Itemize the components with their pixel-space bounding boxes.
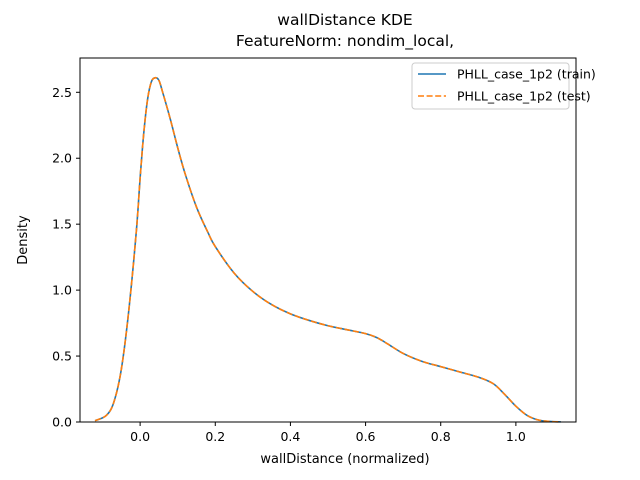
y-tick-label: 2.0 <box>52 151 72 166</box>
y-tick-label: 2.5 <box>52 85 72 100</box>
y-tick-label: 0.0 <box>52 415 72 430</box>
x-axis-label: wallDistance (normalized) <box>260 452 429 467</box>
y-tick-label: 1.0 <box>52 283 72 298</box>
legend-label-train: PHLL_case_1p2 (train) <box>457 67 596 82</box>
x-tick-label: 0.0 <box>130 429 150 444</box>
x-tick-label: 0.8 <box>431 429 451 444</box>
y-tick-label: 1.5 <box>52 217 72 232</box>
x-tick-label: 0.2 <box>205 429 225 444</box>
legend: PHLL_case_1p2 (train) PHLL_case_1p2 (tes… <box>411 62 596 110</box>
x-tick-label: 0.4 <box>280 429 300 444</box>
chart-title: wallDistance KDE <box>277 11 412 29</box>
y-axis-label: Density <box>16 215 31 265</box>
series-line-test <box>94 76 561 423</box>
series-layer <box>94 76 561 423</box>
chart-subtitle: FeatureNorm: nondim_local, <box>236 32 454 51</box>
plot-frame <box>79 57 577 423</box>
plot-background <box>80 58 576 422</box>
y-tick-label: 0.5 <box>52 349 72 364</box>
ticks-layer: 0.0 0.2 0.4 0.6 0.8 1.0 0.0 0.5 1.0 1.5 2.0 2.5 <box>52 85 526 444</box>
x-tick-label: 1.0 <box>506 429 526 444</box>
x-tick-label: 0.6 <box>356 429 376 444</box>
legend-box <box>411 62 570 110</box>
legend-label-test: PHLL_case_1p2 (test) <box>457 89 591 104</box>
